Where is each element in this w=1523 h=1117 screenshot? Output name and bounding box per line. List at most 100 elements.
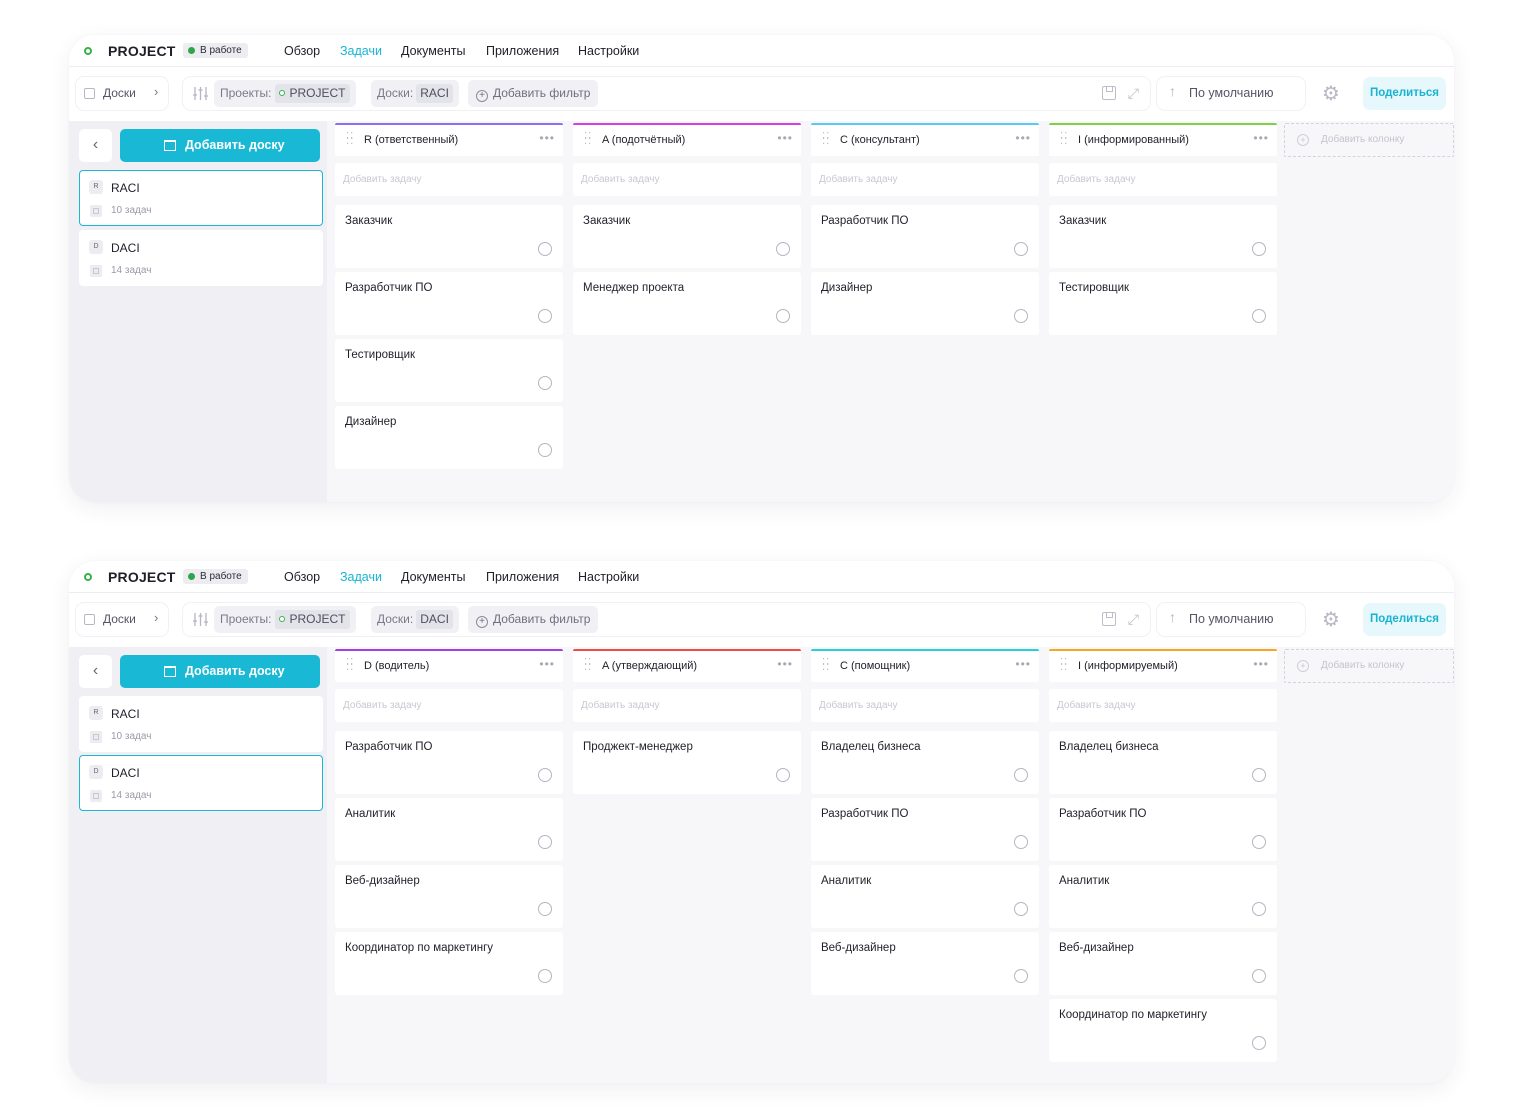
task-checkbox[interactable] xyxy=(538,443,552,457)
add-task-input[interactable]: Добавить задачу xyxy=(335,163,563,196)
task-card[interactable]: Разработчик ПО xyxy=(811,205,1039,268)
task-card[interactable]: Веб-дизайнер xyxy=(335,865,563,928)
filter-sliders-icon[interactable] xyxy=(192,611,209,628)
tab-tasks[interactable]: Задачи xyxy=(340,570,382,584)
tab-tasks[interactable]: Задачи xyxy=(340,44,382,58)
column-header[interactable]: ⁚⁚ ⁚⁚ С (помощник) ••• xyxy=(811,649,1039,682)
task-card[interactable]: Координатор по маркетингу xyxy=(1049,999,1277,1062)
status-badge[interactable]: В работе xyxy=(183,43,248,58)
board-item-daci[interactable]: D DACI 14 задач xyxy=(79,230,323,286)
add-task-input[interactable]: Добавить задачу xyxy=(573,163,801,196)
task-checkbox[interactable] xyxy=(538,835,552,849)
add-filter-button[interactable]: + Добавить фильтр xyxy=(468,80,599,107)
task-checkbox[interactable] xyxy=(1014,768,1028,782)
task-checkbox[interactable] xyxy=(538,768,552,782)
add-column-button[interactable]: + Добавить колонку xyxy=(1284,649,1454,683)
task-card[interactable]: Аналитик xyxy=(1049,865,1277,928)
board-filter-chip[interactable]: Доски: DACI xyxy=(371,606,459,633)
tab-documents[interactable]: Документы xyxy=(401,44,466,58)
column-header[interactable]: ⁚⁚ ⁚⁚ A (утверждающий) ••• xyxy=(573,649,801,682)
task-checkbox[interactable] xyxy=(1014,309,1028,323)
add-task-input[interactable]: Добавить задачу xyxy=(573,689,801,722)
more-icon[interactable]: ••• xyxy=(539,657,555,671)
boards-menu-button[interactable]: Доски › xyxy=(76,77,168,110)
task-checkbox[interactable] xyxy=(1252,969,1266,983)
add-task-input[interactable]: Добавить задачу xyxy=(811,689,1039,722)
add-task-input[interactable]: Добавить задачу xyxy=(335,689,563,722)
column-header[interactable]: ⁚⁚ ⁚⁚ R (ответственный) ••• xyxy=(335,123,563,156)
board-item-raci[interactable]: R RACI 10 задач xyxy=(79,696,323,752)
more-icon[interactable]: ••• xyxy=(1253,657,1269,671)
task-card[interactable]: Разработчик ПО xyxy=(811,798,1039,861)
project-filter-chip[interactable]: Проекты: PROJECT xyxy=(214,606,356,633)
drag-handle-icon[interactable]: ⁚⁚ ⁚⁚ xyxy=(584,131,593,147)
task-card[interactable]: Проджект-менеджер xyxy=(573,731,801,794)
task-card[interactable]: Аналитик xyxy=(811,865,1039,928)
task-checkbox[interactable] xyxy=(1252,1036,1266,1050)
drag-handle-icon[interactable]: ⁚⁚ ⁚⁚ xyxy=(346,657,355,673)
project-filter-chip[interactable]: Проекты: PROJECT xyxy=(214,80,356,107)
collapse-sidebar-button[interactable]: ‹ xyxy=(79,129,112,162)
task-card[interactable]: Разработчик ПО xyxy=(335,731,563,794)
task-card[interactable]: Веб-дизайнер xyxy=(1049,932,1277,995)
sort-select[interactable]: ↑ По умолчанию xyxy=(1157,77,1305,110)
share-button[interactable]: Поделиться xyxy=(1363,603,1446,636)
column-header[interactable]: ⁚⁚ ⁚⁚ A (подотчётный) ••• xyxy=(573,123,801,156)
add-board-button[interactable]: Добавить доску xyxy=(120,655,320,688)
drag-handle-icon[interactable]: ⁚⁚ ⁚⁚ xyxy=(1060,657,1069,673)
task-checkbox[interactable] xyxy=(538,242,552,256)
column-header[interactable]: ⁚⁚ ⁚⁚ I (информируемый) ••• xyxy=(1049,649,1277,682)
collapse-sidebar-button[interactable]: ‹ xyxy=(79,655,112,688)
more-icon[interactable]: ••• xyxy=(1253,131,1269,145)
drag-handle-icon[interactable]: ⁚⁚ ⁚⁚ xyxy=(1060,131,1069,147)
task-checkbox[interactable] xyxy=(776,309,790,323)
task-checkbox[interactable] xyxy=(538,969,552,983)
task-checkbox[interactable] xyxy=(538,309,552,323)
task-card[interactable]: Разработчик ПО xyxy=(1049,798,1277,861)
task-card[interactable]: Заказчик xyxy=(573,205,801,268)
task-checkbox[interactable] xyxy=(1014,835,1028,849)
expand-icon[interactable]: ⤢ xyxy=(1127,611,1139,627)
task-checkbox[interactable] xyxy=(776,242,790,256)
board-item-daci[interactable]: D DACI 14 задач xyxy=(79,755,323,811)
drag-handle-icon[interactable]: ⁚⁚ ⁚⁚ xyxy=(346,131,355,147)
drag-handle-icon[interactable]: ⁚⁚ ⁚⁚ xyxy=(584,657,593,673)
gear-icon[interactable]: ⚙ xyxy=(1322,609,1340,631)
task-checkbox[interactable] xyxy=(1252,242,1266,256)
add-task-input[interactable]: Добавить задачу xyxy=(1049,163,1277,196)
task-card[interactable]: Координатор по маркетингу xyxy=(335,932,563,995)
column-header[interactable]: ⁚⁚ ⁚⁚ С (консультант) ••• xyxy=(811,123,1039,156)
task-checkbox[interactable] xyxy=(1252,768,1266,782)
tab-settings[interactable]: Настройки xyxy=(578,570,640,584)
save-icon[interactable] xyxy=(1102,612,1116,626)
save-icon[interactable] xyxy=(1102,86,1116,100)
more-icon[interactable]: ••• xyxy=(539,131,555,145)
boards-menu-button[interactable]: Доски › xyxy=(76,603,168,636)
task-checkbox[interactable] xyxy=(1014,242,1028,256)
task-card[interactable]: Разработчик ПО xyxy=(335,272,563,335)
status-badge[interactable]: В работе xyxy=(183,569,248,584)
board-filter-chip[interactable]: Доски: RACI xyxy=(371,80,459,107)
add-column-button[interactable]: + Добавить колонку xyxy=(1284,123,1454,157)
task-card[interactable]: Заказчик xyxy=(335,205,563,268)
task-checkbox[interactable] xyxy=(1252,902,1266,916)
task-card[interactable]: Владелец бизнеса xyxy=(1049,731,1277,794)
task-checkbox[interactable] xyxy=(776,768,790,782)
expand-icon[interactable]: ⤢ xyxy=(1127,85,1139,101)
more-icon[interactable]: ••• xyxy=(1015,657,1031,671)
tab-apps[interactable]: Приложения xyxy=(486,44,560,58)
task-checkbox[interactable] xyxy=(538,902,552,916)
sort-select[interactable]: ↑ По умолчанию xyxy=(1157,603,1305,636)
tab-overview[interactable]: Обзор xyxy=(284,44,321,58)
task-checkbox[interactable] xyxy=(1252,309,1266,323)
tab-settings[interactable]: Настройки xyxy=(578,44,640,58)
task-card[interactable]: Тестировщик xyxy=(1049,272,1277,335)
task-checkbox[interactable] xyxy=(1014,902,1028,916)
column-header[interactable]: ⁚⁚ ⁚⁚ D (водитель) ••• xyxy=(335,649,563,682)
more-icon[interactable]: ••• xyxy=(777,131,793,145)
task-checkbox[interactable] xyxy=(538,376,552,390)
column-header[interactable]: ⁚⁚ ⁚⁚ I (информированный) ••• xyxy=(1049,123,1277,156)
add-task-input[interactable]: Добавить задачу xyxy=(811,163,1039,196)
task-card[interactable]: Тестировщик xyxy=(335,339,563,402)
tab-overview[interactable]: Обзор xyxy=(284,570,321,584)
